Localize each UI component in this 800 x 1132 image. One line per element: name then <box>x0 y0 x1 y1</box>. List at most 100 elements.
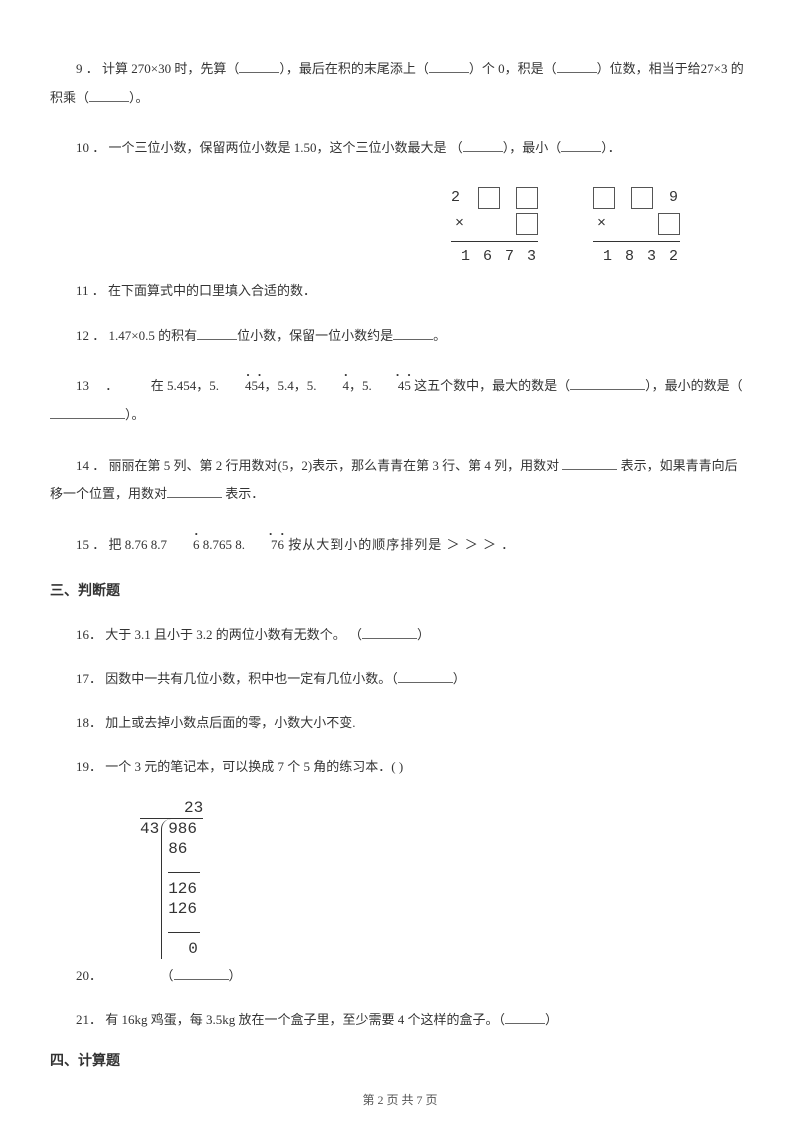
m1-result: 1 6 7 3 <box>461 245 538 269</box>
question-12: 12 ． 1.47×0.5 的积有 位小数，保留一位小数约是 。 <box>50 322 750 351</box>
q11-text: ． 在下面算式中的口里填入合适的数． <box>92 283 316 298</box>
repeating-454: 454 <box>219 372 265 401</box>
q20-end: （ <box>161 968 174 983</box>
q12-num: 12 <box>76 328 89 343</box>
q16-end: ） <box>417 627 430 642</box>
repeating-45: 45 <box>372 372 411 401</box>
question-14: 14 ． 丽丽在第 5 列、第 2 行用数对(5，2)表示，那么青青在第 3 行… <box>50 452 750 509</box>
q9-t2: ），最后在积的末尾添上（ <box>279 61 429 76</box>
q10-t3: ）． <box>601 140 621 155</box>
ld-s1: 86 <box>168 839 200 859</box>
m1-top: 2 <box>451 186 462 210</box>
page-footer: 第 2 页 共 7 页 <box>0 1091 800 1110</box>
q17-end: ） <box>453 671 466 686</box>
q13-t5: 这五个数中，最大的数是（ <box>411 378 570 393</box>
blank <box>393 326 433 340</box>
question-11: 11 ． 在下面算式中的口里填入合适的数． <box>50 278 750 304</box>
blank <box>505 1010 545 1024</box>
q16-text: ． 大于 3.1 且小于 3.2 的两位小数有无数个。 （ <box>89 627 362 642</box>
repeating-76: 76 <box>245 531 284 560</box>
times-sign: × <box>593 212 608 236</box>
ld-s3: 126 <box>168 900 197 918</box>
blank <box>429 59 469 73</box>
blank <box>89 88 129 102</box>
question-20: 20． （ ） <box>50 963 750 989</box>
blank <box>557 59 597 73</box>
m2-result: 1 8 3 2 <box>603 245 680 269</box>
q9-t3: ）个 0，积是（ <box>469 61 557 76</box>
q18-text: ． 加上或去掉小数点后面的零，小数大小不变. <box>89 715 356 730</box>
q9-t5: ）。 <box>129 90 149 105</box>
ld-s2: 126 <box>168 879 200 899</box>
q9-t1: ． 计算 270×30 时，先算（ <box>86 61 240 76</box>
blank <box>398 669 453 683</box>
ld-body: 986 86 126 126 0 <box>161 819 200 959</box>
times-sign: × <box>451 212 466 236</box>
question-15: 15 ． 把 8.76 8.76 8.765 8.76 按从大到小的顺序排列是 … <box>50 531 750 560</box>
long-division: 23 43 986 86 126 126 0 <box>140 798 750 959</box>
q11-num: 11 <box>76 283 89 298</box>
section-4-header: 四、计算题 <box>50 1051 750 1073</box>
q14-t3: 表示． <box>222 486 264 501</box>
q10-t1: ． 一个三位小数，保留两位小数是 1.50，这个三位小数最大是 （ <box>92 140 463 155</box>
q15-num: 15 <box>76 537 89 552</box>
blank <box>197 326 237 340</box>
ld-quotient: 23 <box>140 798 203 819</box>
q17-num: 17 <box>76 671 89 686</box>
q12-t3: 。 <box>433 328 446 343</box>
digit-box <box>593 187 615 209</box>
q12-t1: ． 1.47×0.5 的积有 <box>92 328 197 343</box>
q18-num: 18 <box>76 715 89 730</box>
question-17: 17． 因数中一共有几位小数，积中也一定有几位小数。（） <box>50 666 750 692</box>
blank <box>167 484 222 498</box>
mult-line <box>593 241 680 242</box>
question-19: 19． 一个 3 元的笔记本，可以换成 7 个 5 角的练习本．( ) <box>50 754 750 780</box>
q15-t2: 8.765 8. <box>200 537 246 552</box>
ld-divisor: 43 <box>140 819 161 839</box>
ld-line <box>168 932 200 933</box>
digit-box <box>631 187 653 209</box>
q14-t1: ． 丽丽在第 5 列、第 2 行用数对(5，2)表示，那么青青在第 3 行、第 … <box>92 458 562 473</box>
blank <box>570 376 645 390</box>
blank <box>50 405 125 419</box>
q13-t6: ），最小的数是（ <box>645 378 743 393</box>
q14-num: 14 <box>76 458 89 473</box>
q20-end2: ） <box>229 968 242 983</box>
repeating-6: 6 <box>167 531 200 560</box>
mult-block-1: 2 × 1 6 7 3 <box>451 185 538 270</box>
q9-num: 9 <box>76 61 83 76</box>
q21-num: 21 <box>76 1012 89 1027</box>
q16-num: 16 <box>76 627 89 642</box>
q13-dot: ． <box>105 378 118 393</box>
question-16: 16． 大于 3.1 且小于 3.2 的两位小数有无数个。 （ ） <box>50 622 750 648</box>
question-21: 21． 有 16kg 鸡蛋，每 3.5kg 放在一个盒子里，至少需要 4 个这样… <box>50 1007 750 1033</box>
m2-top: 9 <box>669 186 680 210</box>
question-10: 10 ． 一个三位小数，保留两位小数是 1.50，这个三位小数最大是 （），最小… <box>50 134 750 163</box>
q20-text: ． <box>89 968 102 983</box>
repeating-4: 4 <box>317 372 350 401</box>
blank <box>239 59 279 73</box>
blank <box>463 138 503 152</box>
q13-num: 13 <box>76 378 89 393</box>
q20-num: 20 <box>76 968 89 983</box>
q13-t3: ，5.4，5. <box>265 378 317 393</box>
digit-box <box>658 213 680 235</box>
blank <box>362 625 417 639</box>
multiplication-figures: 2 × 1 6 7 3 9 × 1 8 3 2 <box>50 185 680 270</box>
digit-box <box>478 187 500 209</box>
question-18: 18． 加上或去掉小数点后面的零，小数大小不变. <box>50 710 750 736</box>
q19-text: ． 一个 3 元的笔记本，可以换成 7 个 5 角的练习本．( ) <box>89 759 403 774</box>
q10-num: 10 <box>76 140 89 155</box>
q15-t3: 按从大到小的顺序排列是 ＞ ＞ ＞ ． <box>284 537 515 552</box>
q15-t1: ． 把 8.76 8.7 <box>92 537 167 552</box>
digit-box <box>516 213 538 235</box>
digit-box <box>516 187 538 209</box>
question-13: 13 ． 在 5.454，5.454，5.4，5.4，5.45 这五个数中，最大… <box>50 372 750 429</box>
blank <box>174 966 229 980</box>
q12-t2: 位小数，保留一位小数约是 <box>237 328 393 343</box>
q13-t2: 在 5.454，5. <box>151 378 219 393</box>
mult-block-2: 9 × 1 8 3 2 <box>593 185 680 270</box>
q19-num: 19 <box>76 759 89 774</box>
ld-line <box>168 872 200 873</box>
ld-dividend: 986 <box>168 819 200 839</box>
